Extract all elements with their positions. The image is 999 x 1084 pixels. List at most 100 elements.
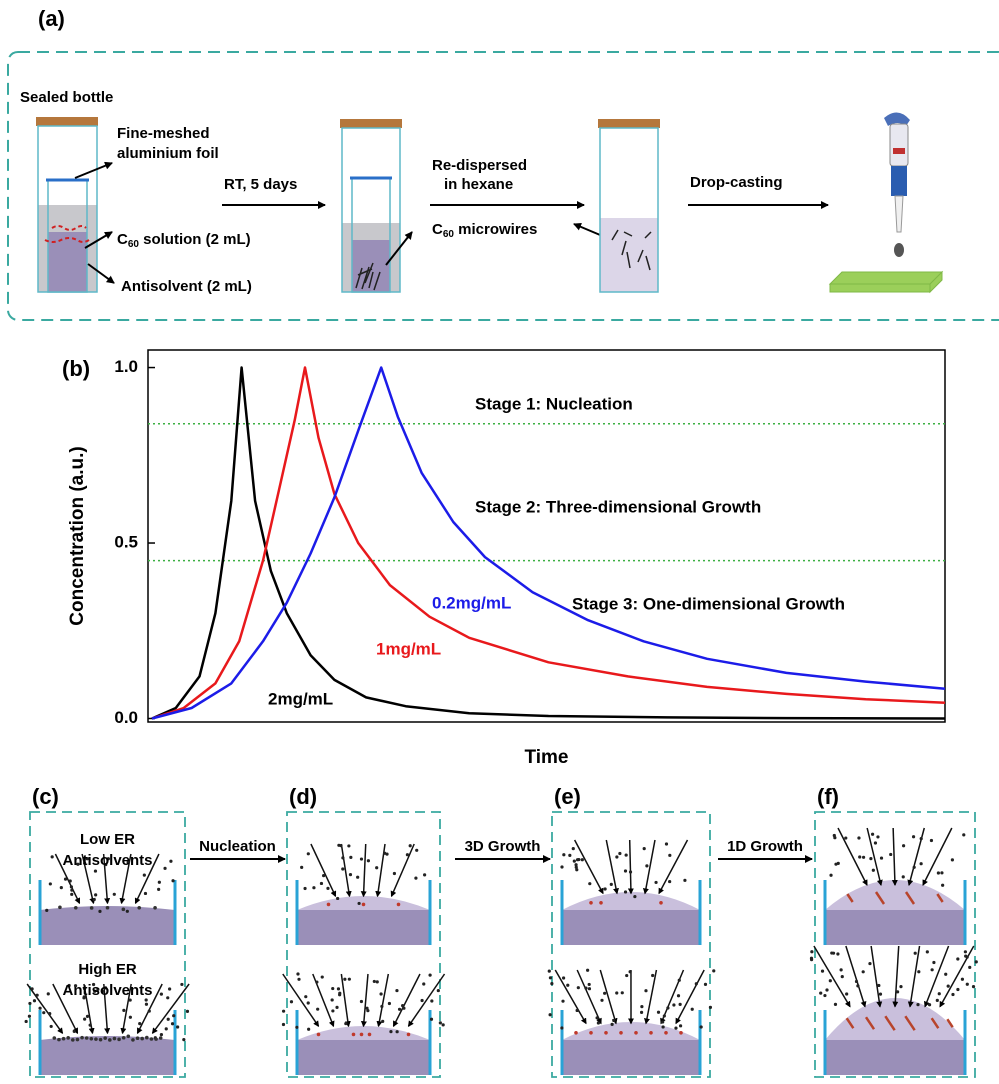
particle	[336, 897, 339, 900]
particle	[704, 983, 707, 986]
caption: C60 solution (2 mL)	[117, 231, 251, 250]
nucleus	[659, 901, 663, 905]
particle	[47, 992, 50, 995]
particle	[691, 1008, 694, 1011]
particle	[829, 874, 832, 877]
particle	[160, 993, 163, 996]
particle	[889, 853, 892, 856]
series-label: 0.2mg/mL	[432, 593, 511, 612]
particle	[316, 1008, 319, 1011]
particle	[840, 968, 843, 971]
nucleus	[352, 1033, 356, 1037]
page: {"panel_a": {"label": "(a)", "sealed_bot…	[0, 0, 999, 1079]
particle	[633, 895, 636, 898]
particle	[836, 952, 839, 955]
particle	[395, 989, 398, 992]
particle	[902, 844, 905, 847]
arrow	[871, 946, 880, 1007]
particle	[296, 972, 299, 975]
particle	[98, 910, 101, 913]
particle	[430, 1018, 433, 1021]
particle	[422, 982, 425, 985]
nucleus	[589, 901, 593, 905]
particle	[879, 992, 882, 995]
particle	[920, 837, 923, 840]
particle	[621, 991, 624, 994]
particle	[303, 887, 306, 890]
particle	[158, 881, 161, 884]
step-label: Drop-casting	[690, 174, 783, 191]
condition-label: Antisolvents	[62, 982, 152, 999]
particle	[430, 999, 433, 1002]
particle	[398, 1008, 401, 1011]
particle	[679, 1024, 682, 1027]
particle	[844, 836, 847, 839]
solute	[122, 908, 126, 912]
particle	[550, 982, 553, 985]
particle	[618, 852, 621, 855]
particle	[33, 999, 36, 1002]
particle	[615, 855, 618, 858]
particle	[662, 1025, 665, 1028]
particle	[50, 1025, 53, 1028]
particle	[73, 1030, 76, 1033]
liquid	[562, 1040, 700, 1075]
particle	[30, 987, 33, 990]
solute	[136, 1036, 140, 1040]
particle	[964, 950, 967, 953]
particle	[830, 951, 833, 954]
solute	[153, 906, 157, 910]
particle	[321, 975, 324, 978]
particle	[625, 853, 628, 856]
x-axis-label: Time	[524, 747, 568, 768]
nucleus	[327, 903, 331, 907]
particle	[917, 970, 920, 973]
particle	[122, 1009, 125, 1012]
particle	[70, 893, 73, 896]
particle	[862, 970, 865, 973]
nucleus	[604, 1031, 608, 1035]
series-label: 2mg/mL	[268, 689, 333, 708]
particle	[858, 855, 861, 858]
solute	[108, 1038, 112, 1042]
particle	[823, 994, 826, 997]
particle	[349, 873, 352, 876]
particle	[902, 875, 905, 878]
particle	[48, 1012, 51, 1015]
particle	[947, 985, 950, 988]
particle	[566, 984, 569, 987]
particle	[588, 983, 591, 986]
particle	[402, 1007, 405, 1010]
particle	[307, 852, 310, 855]
particle	[603, 992, 606, 995]
particle	[126, 910, 129, 913]
particle	[157, 888, 160, 891]
arrow	[379, 974, 389, 1026]
nucleus	[360, 1033, 364, 1037]
arrow	[814, 946, 850, 1007]
droplet	[297, 1026, 430, 1040]
particle	[388, 1002, 391, 1005]
particle	[171, 1022, 174, 1025]
nucleus	[574, 1031, 578, 1035]
solute	[103, 1036, 107, 1040]
nucleus	[599, 901, 603, 905]
solute	[53, 1036, 57, 1040]
particle	[560, 865, 563, 868]
particle	[857, 836, 860, 839]
particle	[60, 886, 63, 889]
series-line	[152, 368, 945, 719]
particle	[83, 1018, 86, 1021]
particle	[651, 974, 654, 977]
particle	[644, 989, 647, 992]
condition-label: Low ER	[80, 831, 135, 848]
liquid	[40, 1040, 175, 1075]
arrow	[341, 974, 348, 1026]
caption: C	[432, 221, 443, 238]
solute	[140, 1037, 144, 1041]
y-tick-label: 0.0	[114, 708, 138, 727]
arrow	[575, 840, 603, 893]
particle	[406, 853, 409, 856]
particle	[975, 960, 978, 963]
particle	[186, 1010, 189, 1013]
